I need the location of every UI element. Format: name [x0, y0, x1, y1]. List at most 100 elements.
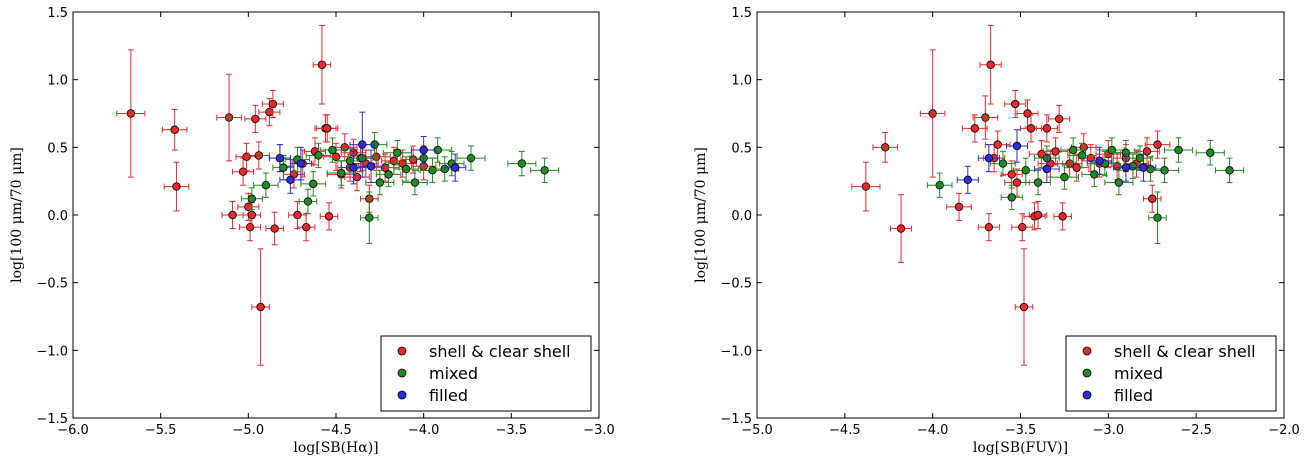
data-point — [1042, 124, 1052, 133]
data-point — [1206, 148, 1215, 157]
data-point — [261, 181, 271, 190]
data-point — [451, 163, 460, 172]
x-tick-label: −2.0 — [1268, 423, 1300, 438]
data-point — [986, 60, 995, 69]
y-tick-label: 1.0 — [47, 74, 68, 89]
x-axis-label: log[SB(FUV)] — [973, 440, 1068, 456]
data-point — [896, 224, 906, 233]
legend-marker — [1082, 346, 1092, 356]
x-tick-label: −3.5 — [1005, 423, 1037, 438]
data-point — [286, 175, 295, 185]
data-point — [324, 212, 334, 221]
data-point — [275, 153, 285, 163]
data-point — [366, 162, 376, 171]
data-point — [517, 159, 527, 168]
y-tick-label: −1.5 — [720, 412, 752, 427]
data-point — [1054, 114, 1064, 124]
legend-label: mixed — [1114, 364, 1163, 383]
data-point — [1142, 147, 1152, 156]
data-point — [1148, 194, 1157, 203]
legend-label: shell & clear shell — [429, 342, 571, 361]
data-point — [1095, 156, 1104, 166]
data-point — [375, 178, 385, 187]
y-tick-label: 1.5 — [731, 6, 752, 21]
data-point — [1225, 166, 1234, 175]
data-point — [954, 202, 964, 212]
data-point — [993, 140, 1002, 149]
data-point — [1058, 212, 1067, 221]
data-point — [247, 210, 257, 220]
legend-label: filled — [429, 386, 468, 405]
legend-marker — [397, 346, 407, 356]
data-point — [1139, 163, 1148, 172]
data-point — [408, 155, 418, 164]
y-tick-label: −0.5 — [720, 277, 752, 292]
data-point — [1023, 109, 1032, 118]
data-point — [998, 159, 1008, 168]
data-point — [1065, 159, 1074, 168]
data-point — [301, 222, 311, 232]
data-point — [419, 145, 428, 155]
data-point — [247, 194, 257, 203]
data-point — [349, 163, 358, 172]
data-point — [1033, 178, 1043, 187]
legend-label: shell & clear shell — [1114, 342, 1256, 361]
data-point — [1021, 166, 1030, 175]
right-panel: −5.0 −4.5 −4.0 −3.5 −3.0 −2.5 −2.0 −1.5 −1.0 −0.5… — [693, 6, 1300, 456]
y-tick-label: −1.0 — [720, 344, 752, 359]
data-point — [296, 159, 306, 168]
data-point — [1135, 153, 1145, 163]
data-point — [254, 151, 264, 160]
data-point — [1007, 193, 1016, 202]
y-tick-label: 0.0 — [47, 209, 68, 224]
x-tick-label: −4.5 — [829, 423, 861, 438]
legend-marker — [397, 390, 407, 400]
legend-marker — [1082, 368, 1092, 378]
x-tick-label: −5.0 — [741, 423, 773, 438]
data-point — [293, 210, 302, 220]
data-point — [384, 170, 393, 179]
data-point — [172, 182, 181, 191]
data-point — [238, 167, 248, 176]
data-point — [881, 143, 890, 152]
data-point — [323, 124, 332, 133]
data-point — [314, 151, 323, 160]
data-point — [317, 60, 327, 69]
legend-marker — [1082, 390, 1092, 400]
x-axis-label: log[SB(Hα)] — [293, 440, 378, 456]
data-point — [1128, 162, 1138, 171]
data-point — [126, 109, 136, 118]
legend-marker — [397, 368, 407, 378]
data-point — [358, 140, 367, 149]
data-point — [1019, 302, 1029, 312]
data-point — [1077, 151, 1087, 160]
data-point — [228, 210, 237, 220]
x-tick-label: −5.0 — [233, 423, 265, 438]
legend-box — [380, 335, 592, 412]
data-point — [309, 179, 318, 189]
data-point — [1174, 145, 1183, 155]
data-point — [861, 182, 871, 191]
data-point — [224, 113, 234, 122]
x-tick-label: −4.5 — [320, 423, 352, 438]
data-point — [242, 152, 251, 162]
data-point — [365, 213, 374, 222]
y-tick-label: −1.0 — [36, 344, 68, 359]
legend-label: mixed — [429, 364, 478, 383]
y-tick-label: −1.5 — [36, 412, 68, 427]
legend-label: filled — [1114, 386, 1153, 405]
data-point — [963, 175, 972, 185]
data-point — [428, 166, 437, 175]
data-point — [1160, 166, 1169, 175]
data-point — [540, 166, 549, 175]
series-shell-clear-shell — [116, 25, 437, 366]
data-point — [1012, 141, 1022, 151]
data-point — [251, 114, 260, 124]
data-point — [1011, 99, 1020, 109]
data-point — [1018, 222, 1027, 232]
data-point — [328, 145, 337, 155]
series-filled — [268, 111, 467, 194]
data-point — [268, 99, 278, 109]
x-tick-label: −6.0 — [57, 423, 89, 438]
